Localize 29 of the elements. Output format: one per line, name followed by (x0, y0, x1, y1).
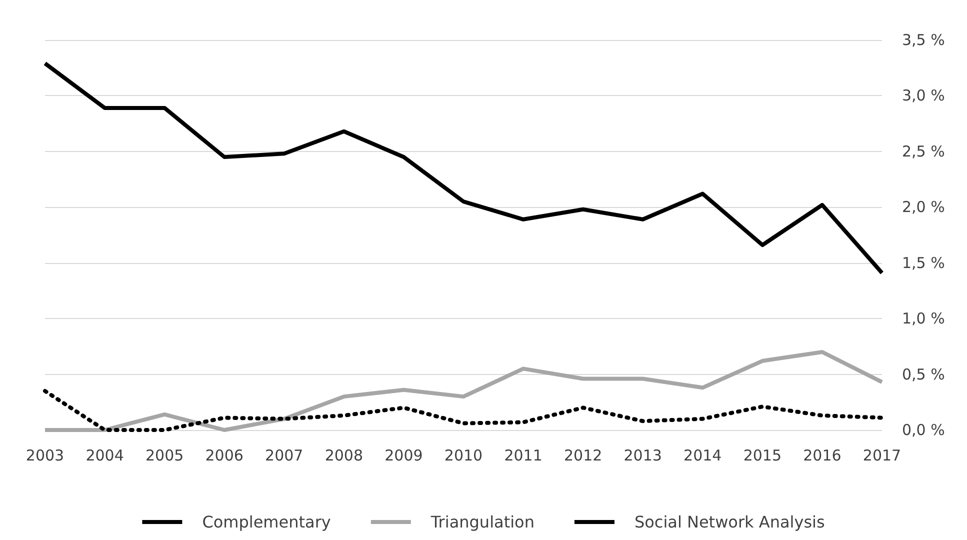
x-tick-label: 2015 (743, 446, 782, 464)
line-series (43, 61, 884, 275)
legend-label: Social Network Analysis (634, 512, 825, 532)
x-tick-label: 2010 (444, 446, 483, 464)
y-tick-label: 3,5 % (902, 31, 945, 49)
x-tick-label: 2005 (145, 446, 184, 464)
x-tick-label: 2004 (86, 446, 124, 464)
x-tick-label: 2011 (504, 446, 542, 464)
x-tick-label: 2003 (26, 446, 64, 464)
y-tick-label: 3,0 % (902, 86, 945, 105)
y-tick-label: 0,5 % (902, 365, 945, 384)
x-tick-label: 2013 (624, 446, 662, 464)
x-tick-label: 2017 (862, 446, 902, 464)
line-series (43, 389, 884, 432)
x-tick-label: 2012 (564, 446, 602, 464)
y-tick-label: 1,0 % (902, 310, 945, 328)
y-tick-label: 0,0 % (902, 421, 945, 439)
y-tick-label: 2,0 % (902, 198, 945, 216)
x-tick-label: 2016 (803, 446, 842, 464)
legend-label: Triangulation (430, 512, 534, 532)
y-tick-label: 2,5 % (902, 142, 945, 160)
line-series (43, 350, 884, 432)
x-tick-label: 2014 (684, 446, 722, 464)
x-tick-label: 2007 (265, 446, 304, 464)
x-tick-label: 2008 (324, 446, 364, 464)
x-tick-label: 2009 (384, 446, 423, 464)
x-tick-label: 2006 (205, 446, 244, 464)
y-tick-label: 1,5 % (902, 254, 945, 272)
legend-label: Complementary (202, 512, 331, 532)
